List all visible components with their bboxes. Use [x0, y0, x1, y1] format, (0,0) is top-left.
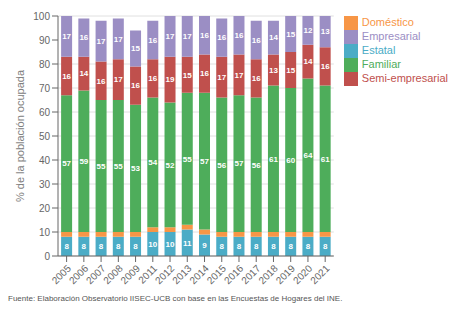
svg-text:16: 16	[252, 36, 261, 45]
svg-text:20: 20	[39, 203, 51, 214]
svg-text:16: 16	[148, 36, 157, 45]
svg-text:14: 14	[269, 33, 278, 42]
html-text:Empresarial: Empresarial	[361, 30, 421, 43]
svg-text:2014: 2014	[187, 262, 211, 287]
svg-text:57: 57	[62, 159, 71, 168]
svg-text:61: 61	[321, 155, 330, 164]
html-text:Familiar: Familiar	[361, 58, 401, 71]
svg-text:16: 16	[79, 33, 88, 42]
svg-text:17: 17	[114, 35, 123, 44]
html-text:Semi-empresarial: Semi-empresarial	[361, 72, 448, 85]
html-text:Fuente: Elaboración Observator: Fuente: Elaboración Observatorio IISEC-U…	[8, 294, 343, 303]
svg-text:14: 14	[79, 69, 88, 78]
svg-text:16: 16	[148, 74, 157, 83]
svg-text:2019: 2019	[273, 262, 298, 287]
svg-text:17: 17	[114, 75, 123, 84]
svg-text:8: 8	[99, 242, 104, 251]
svg-text:55: 55	[183, 155, 192, 164]
svg-text:16: 16	[131, 81, 140, 90]
svg-text:8: 8	[220, 242, 225, 251]
svg-text:10: 10	[39, 227, 51, 238]
svg-text:16: 16	[200, 69, 209, 78]
svg-text:2018: 2018	[256, 262, 280, 287]
svg-text:2016: 2016	[221, 262, 246, 287]
svg-text:16: 16	[62, 72, 71, 81]
svg-text:13: 13	[321, 27, 330, 36]
svg-text:2007: 2007	[84, 262, 108, 287]
svg-text:2006: 2006	[66, 262, 91, 287]
svg-text:2009: 2009	[118, 262, 142, 287]
svg-text:2011: 2011	[136, 262, 160, 286]
html-text:Doméstico: Doméstico	[361, 16, 414, 28]
svg-text:14: 14	[303, 57, 312, 66]
svg-text:57: 57	[235, 159, 244, 168]
svg-text:60: 60	[39, 107, 51, 118]
svg-text:8: 8	[288, 242, 293, 251]
svg-text:8: 8	[133, 242, 138, 251]
svg-text:55: 55	[114, 162, 123, 171]
svg-text:8: 8	[237, 242, 242, 251]
svg-text:2021: 2021	[308, 262, 332, 286]
svg-text:0: 0	[44, 251, 50, 262]
svg-text:2008: 2008	[101, 262, 125, 287]
svg-text:100: 100	[33, 11, 50, 22]
svg-text:10: 10	[166, 240, 175, 249]
svg-text:61: 61	[269, 155, 278, 164]
svg-text:17: 17	[62, 32, 71, 41]
svg-text:2020: 2020	[290, 262, 315, 287]
svg-text:2013: 2013	[170, 262, 194, 287]
svg-text:70: 70	[39, 83, 51, 94]
svg-text:59: 59	[79, 157, 88, 166]
html-text:Estatal: Estatal	[361, 44, 396, 57]
svg-text:80: 80	[39, 59, 51, 70]
svg-text:16: 16	[252, 74, 261, 83]
svg-text:15: 15	[183, 71, 192, 80]
svg-text:54: 54	[148, 158, 157, 167]
svg-text:17: 17	[217, 73, 226, 82]
svg-text:16: 16	[235, 31, 244, 40]
svg-text:57: 57	[200, 157, 209, 166]
svg-text:16: 16	[217, 33, 226, 42]
svg-text:10: 10	[148, 240, 157, 249]
svg-text:40: 40	[39, 155, 51, 166]
svg-text:64: 64	[303, 151, 312, 160]
svg-text:30: 30	[39, 179, 51, 190]
svg-text:8: 8	[323, 242, 328, 251]
svg-text:11: 11	[183, 239, 192, 248]
svg-text:17: 17	[235, 71, 244, 80]
svg-text:17: 17	[166, 32, 175, 41]
svg-text:8: 8	[271, 242, 276, 251]
svg-text:2015: 2015	[204, 262, 229, 287]
svg-text:2017: 2017	[239, 262, 263, 287]
svg-text:53: 53	[131, 164, 140, 173]
svg-text:8: 8	[306, 242, 311, 251]
svg-text:2012: 2012	[153, 262, 177, 287]
svg-text:17: 17	[97, 37, 106, 46]
svg-text:8: 8	[64, 242, 69, 251]
svg-text:2005: 2005	[49, 262, 74, 287]
svg-text:55: 55	[97, 162, 106, 171]
svg-text:90: 90	[39, 35, 51, 46]
svg-text:56: 56	[217, 161, 226, 170]
svg-text:13: 13	[269, 66, 278, 75]
svg-text:17: 17	[183, 32, 192, 41]
svg-text:12: 12	[303, 26, 312, 35]
svg-text:16: 16	[200, 31, 209, 40]
svg-text:56: 56	[252, 161, 261, 170]
svg-text:8: 8	[82, 242, 87, 251]
svg-text:16: 16	[97, 77, 106, 86]
svg-text:16: 16	[321, 62, 330, 71]
svg-text:8: 8	[116, 242, 121, 251]
svg-text:8: 8	[254, 242, 259, 251]
svg-text:15: 15	[286, 30, 295, 39]
svg-text:15: 15	[286, 66, 295, 75]
svg-text:60: 60	[286, 156, 295, 165]
svg-text:15: 15	[131, 44, 140, 53]
svg-text:% de la población ocupada: % de la población ocupada	[14, 69, 26, 202]
svg-text:52: 52	[166, 161, 175, 170]
svg-text:50: 50	[39, 131, 51, 142]
svg-text:9: 9	[202, 241, 207, 250]
svg-text:19: 19	[166, 75, 175, 84]
